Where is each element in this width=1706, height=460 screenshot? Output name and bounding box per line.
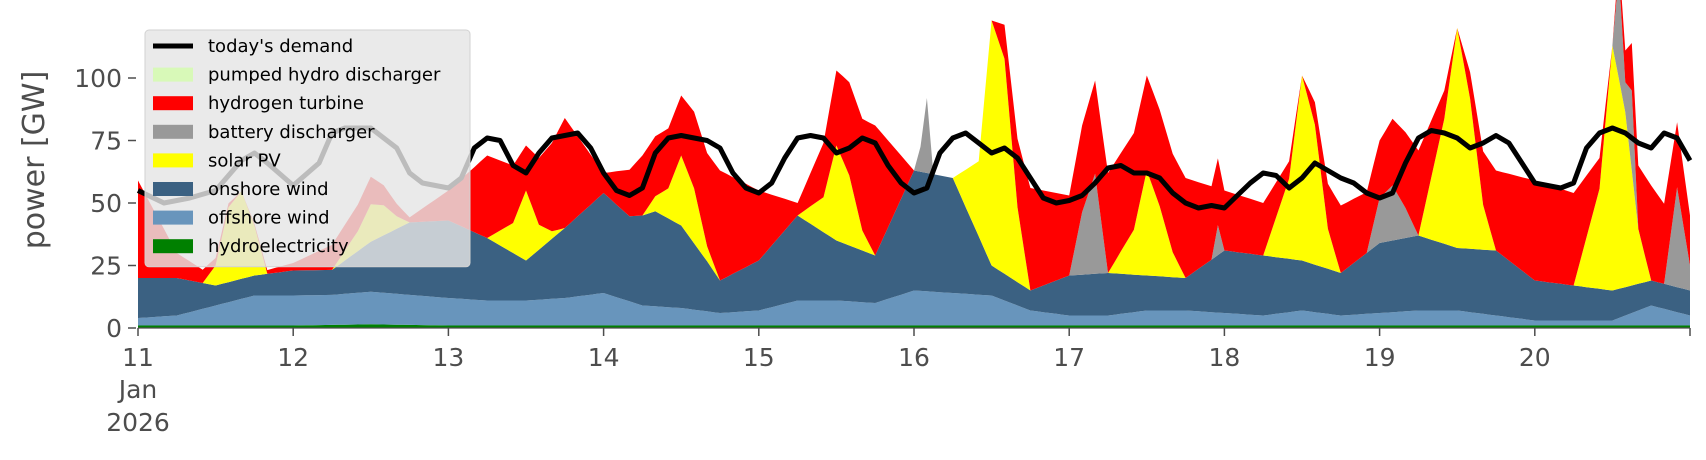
area-offshore-wind xyxy=(138,290,1690,326)
legend-label-hydroelectricity: hydroelectricity xyxy=(208,236,349,257)
x-month-label: Jan xyxy=(117,375,158,404)
legend-label-today-s-demand: today's demand xyxy=(208,36,353,57)
x-tick-label: 20 xyxy=(1519,343,1551,372)
x-year-label: 2026 xyxy=(106,408,170,437)
legend: today's demand pumped hydro discharger hyd… xyxy=(144,29,471,268)
y-tick-label: 0 xyxy=(106,314,122,343)
legend-swatch-hydroelectricity xyxy=(153,239,193,254)
x-tick-label: 12 xyxy=(277,343,309,372)
area-onshore-wind xyxy=(138,170,1690,321)
y-axis-label: power [GW] xyxy=(17,71,52,250)
area-hydroelectricity xyxy=(138,324,1690,328)
legend-swatch-battery-discharger xyxy=(153,124,193,139)
legend-label-battery-discharger: battery discharger xyxy=(208,122,375,143)
x-tick-label: 17 xyxy=(1053,343,1085,372)
legend-label-offshore-wind: offshore wind xyxy=(208,208,330,229)
x-tick-label: 16 xyxy=(898,343,930,372)
plot-areas xyxy=(138,0,1690,328)
x-tick-label: 18 xyxy=(1208,343,1240,372)
legend-swatch-offshore-wind xyxy=(153,210,193,225)
demand-layer xyxy=(136,125,1693,211)
legend-label-pumped-hydro-discharger: pumped hydro discharger xyxy=(208,65,441,86)
x-tick-label: 14 xyxy=(588,343,620,372)
x-tick-label: 19 xyxy=(1364,343,1396,372)
legend-swatch-pumped-hydro-discharger xyxy=(153,67,193,82)
x-tick-label: 15 xyxy=(743,343,775,372)
legend-label-onshore-wind: onshore wind xyxy=(208,179,329,200)
y-tick-label: 25 xyxy=(90,252,122,281)
legend-swatch-onshore-wind xyxy=(153,182,193,196)
line-todays-demand xyxy=(136,125,1693,211)
y-tick-label: 75 xyxy=(90,127,122,156)
x-tick-label: 11 xyxy=(122,343,154,372)
y-tick-label: 50 xyxy=(90,189,122,218)
legend-label-hydrogen-turbine: hydrogen turbine xyxy=(208,93,364,114)
x-tick-label: 13 xyxy=(432,343,464,372)
legend-swatch-solar-pv xyxy=(153,153,193,168)
y-tick-label: 100 xyxy=(74,64,122,93)
legend-swatch-hydrogen-turbine xyxy=(153,96,193,111)
axes: 0 25 50 75 100 11 12 13 14 15 16 17 18 19 20 Jan 2026 xyxy=(74,64,1691,437)
area-hydrogen-turbine xyxy=(138,0,1690,291)
legend-box xyxy=(144,29,471,268)
legend-label-solar-pv: solar PV xyxy=(208,150,281,171)
area-solar-pv xyxy=(138,20,1690,291)
